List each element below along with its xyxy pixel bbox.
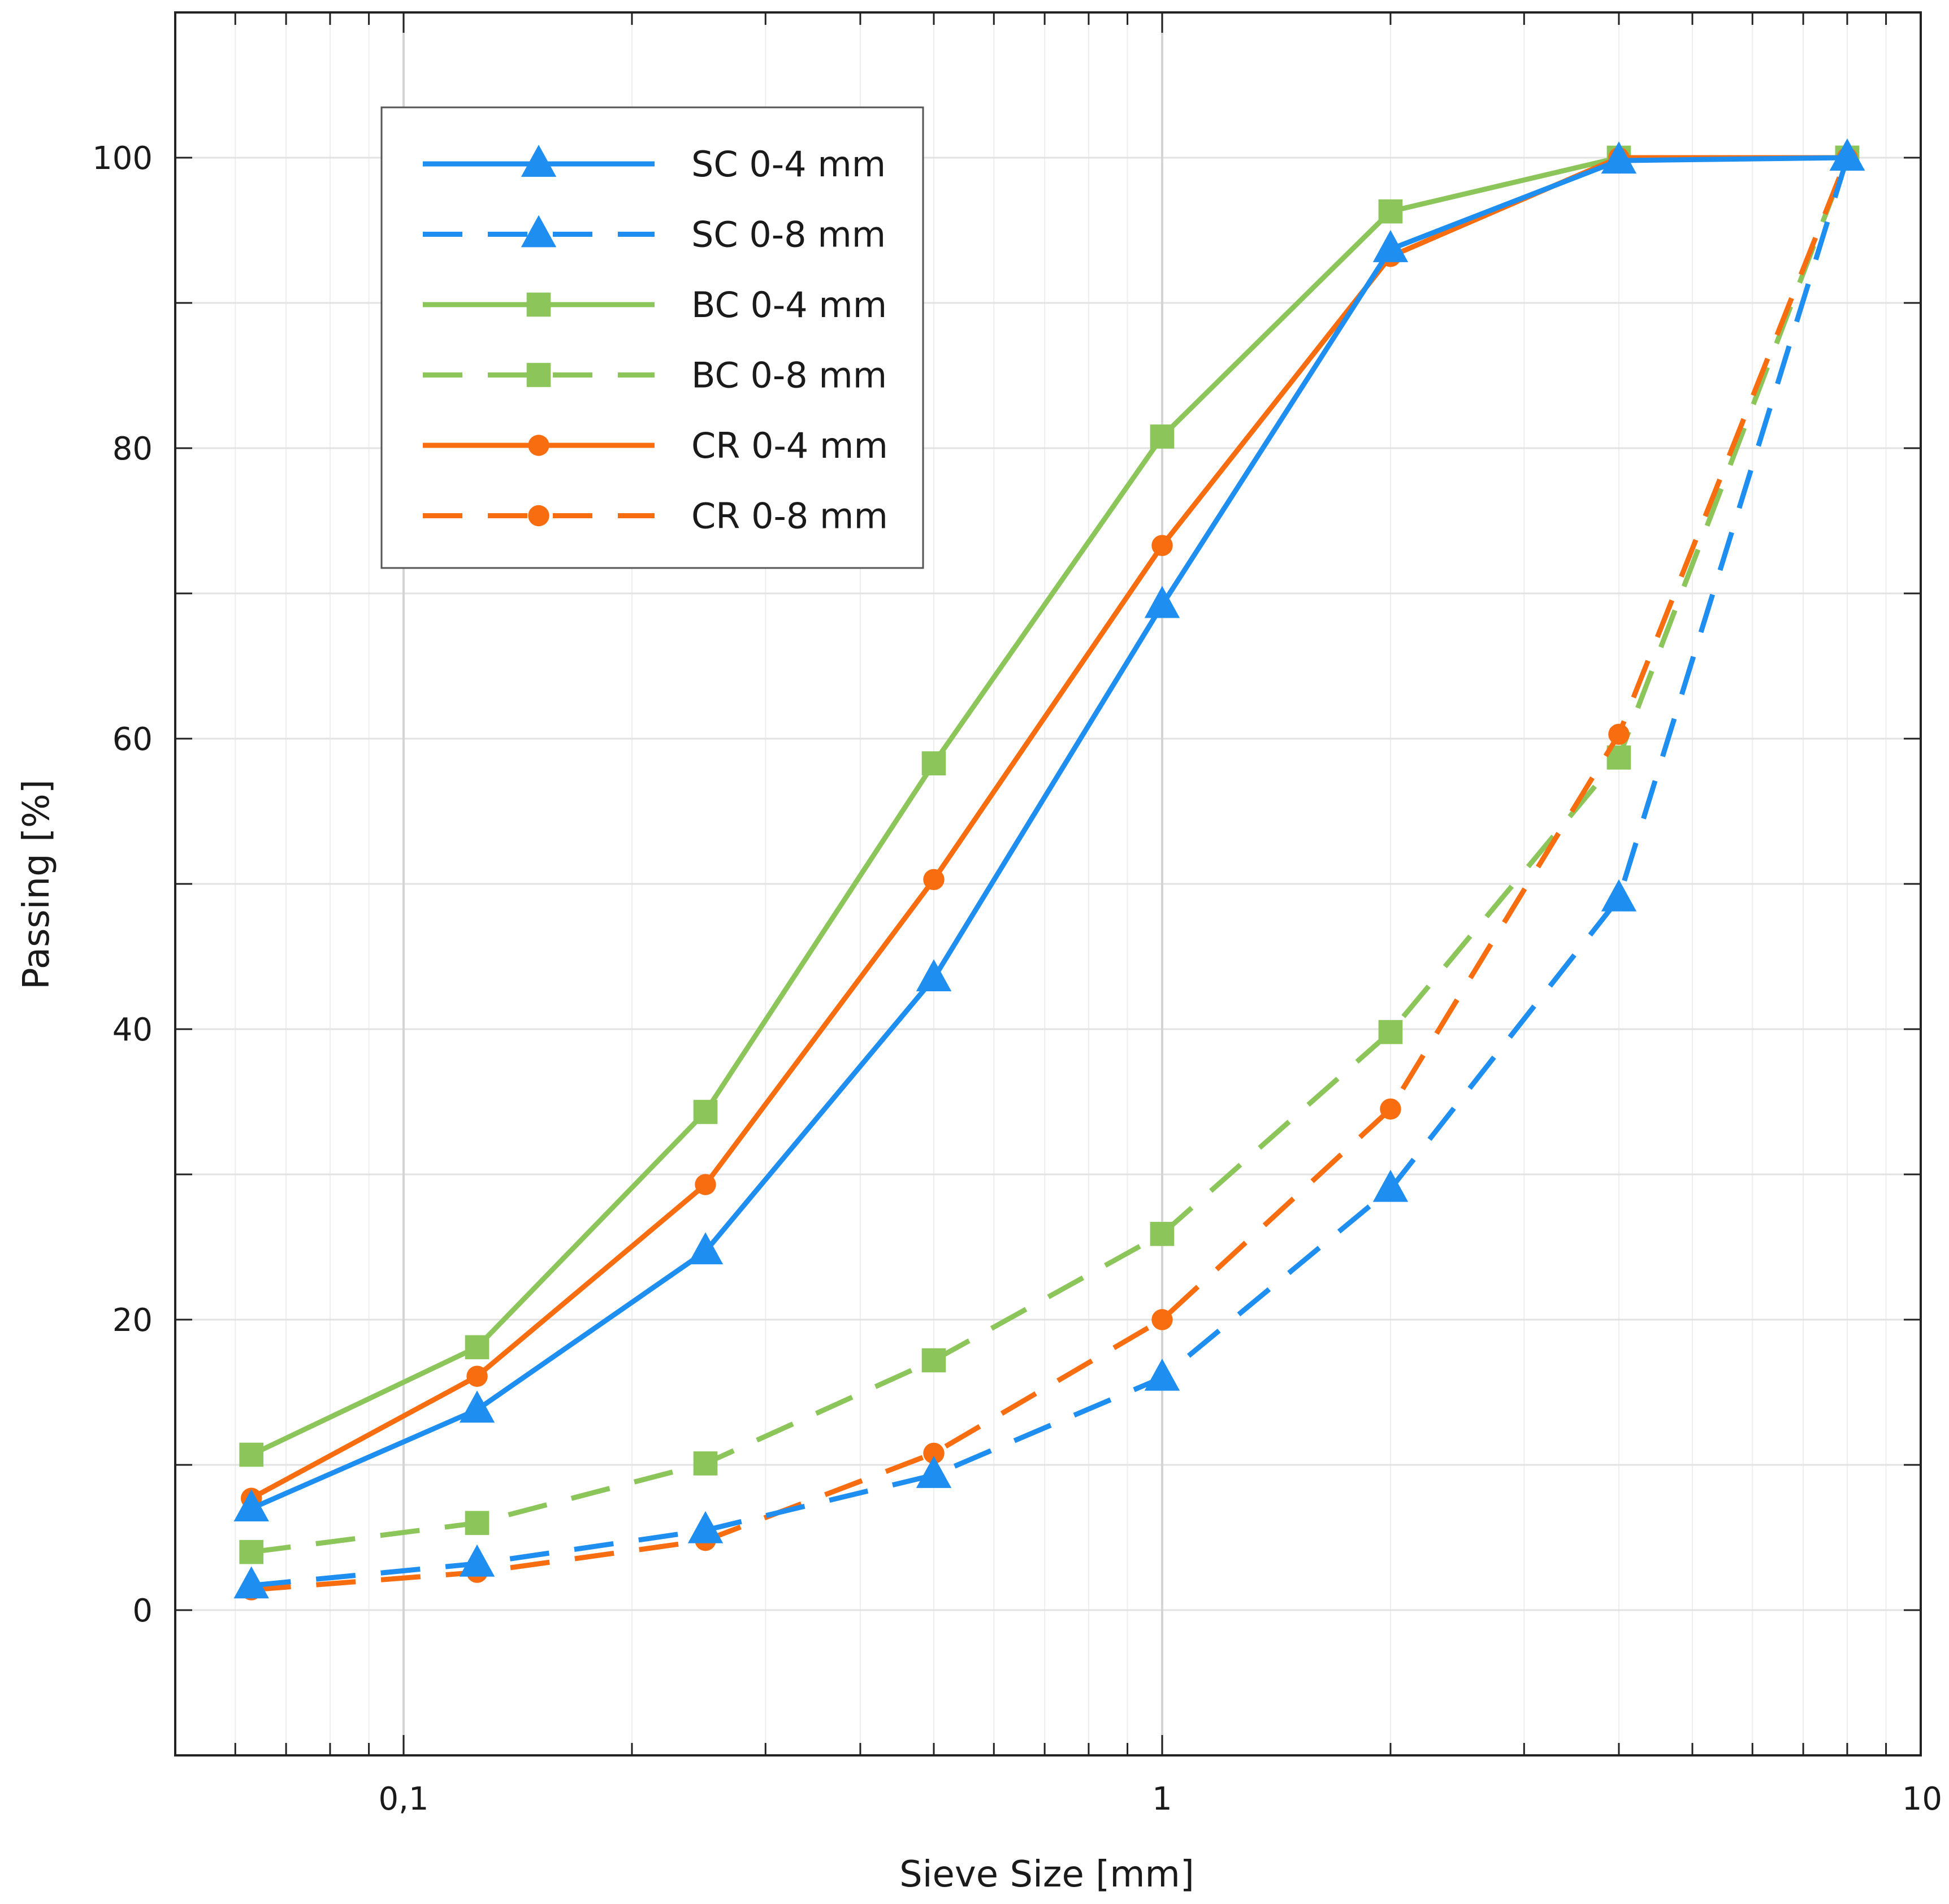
series-line [250,155,1847,1458]
data-point-circle [1380,1098,1401,1120]
data-point-triangle [233,1566,269,1599]
series-line [251,157,1850,1588]
series-line [251,157,1850,1593]
data-point-triangle [1144,1358,1180,1391]
data-point-square [526,292,551,317]
data-point-square [1150,1222,1175,1246]
y-tick-label: 20 [112,1302,153,1339]
series-bc-0-4-mm [239,145,1860,1467]
legend-label: BC 0-4 mm [691,284,887,326]
series-sc-0-4-mm [233,138,1865,1522]
legend-label: BC 0-8 mm [691,355,887,396]
data-point-triangle [916,1456,952,1488]
data-point-square [1378,199,1403,224]
legend-box [380,106,924,569]
y-tick-label: 60 [112,721,153,758]
data-point-square [526,363,551,387]
series-bc-0-8-mm [239,145,1860,1564]
legend-label: SC 0-8 mm [691,214,886,255]
data-point-square [921,1348,946,1373]
data-point-circle [695,1174,716,1195]
x-tick-label: 10 [1902,1781,1942,1818]
data-point-square [1150,424,1175,449]
data-point-circle [1151,1309,1173,1330]
x-axis-title: Sieve Size [mm] [899,1854,1194,1896]
legend-item: CR 0-8 mm [423,496,888,537]
data-point-square [921,751,946,776]
grid-major [175,12,1921,1755]
series-line [250,155,1848,1511]
data-point-square [239,1442,264,1467]
data-point-square [693,1451,718,1476]
series-line [251,157,1850,1555]
data-point-triangle [233,1489,269,1522]
data-point-circle [1151,535,1173,556]
legend: SC 0-4 mm SC 0-8 mm BC 0-4 mm BC 0-8 mm CR 0… [380,106,924,569]
y-axis-title: Passing [%] [16,779,58,990]
y-tick-label: 100 [92,140,153,177]
data-point-triangle [521,145,557,177]
y-tick-label: 80 [112,431,153,467]
x-tick-label: 1 [1152,1781,1172,1818]
data-point-triangle [1144,585,1180,618]
x-tick-label: 0,1 [378,1781,428,1818]
data-point-triangle [459,1390,495,1423]
data-point-circle [923,869,945,891]
y-tick-label: 0 [132,1593,153,1629]
data-point-triangle [521,215,557,248]
data-point-triangle [1829,138,1865,171]
data-point-circle [528,435,549,456]
ticks: 0 20 40 60 80 100 0,1 1 10 [92,12,1942,1818]
legend-item: CR 0-4 mm [423,425,888,466]
data-point-triangle [916,959,952,991]
data-point-circle [923,1442,945,1464]
data-point-square [465,1335,490,1360]
legend-item: BC 0-4 mm [423,284,887,326]
legend-item: SC 0-8 mm [423,214,886,255]
data-point-triangle [687,1511,724,1543]
legend-item: SC 0-4 mm [423,144,886,185]
legend-label: CR 0-4 mm [691,425,888,466]
legend-label: SC 0-4 mm [691,144,886,185]
data-point-triangle [1601,879,1637,912]
data-point-circle [528,505,549,527]
data-point-square [1378,1020,1403,1044]
legend-label: CR 0-8 mm [691,496,888,537]
data-point-triangle [1601,141,1637,174]
data-point-circle [466,1365,488,1387]
data-point-square [693,1100,718,1124]
data-point-circle [1608,723,1630,745]
data-point-triangle [459,1544,495,1577]
data-point-triangle [1372,1169,1409,1202]
data-point-triangle [1372,230,1409,262]
legend-item: BC 0-8 mm [423,355,887,396]
y-tick-label: 40 [112,1012,153,1048]
data-point-square [465,1511,490,1536]
data-point-square [239,1539,264,1564]
data-point-triangle [687,1232,724,1265]
series-layer [233,138,1865,1601]
